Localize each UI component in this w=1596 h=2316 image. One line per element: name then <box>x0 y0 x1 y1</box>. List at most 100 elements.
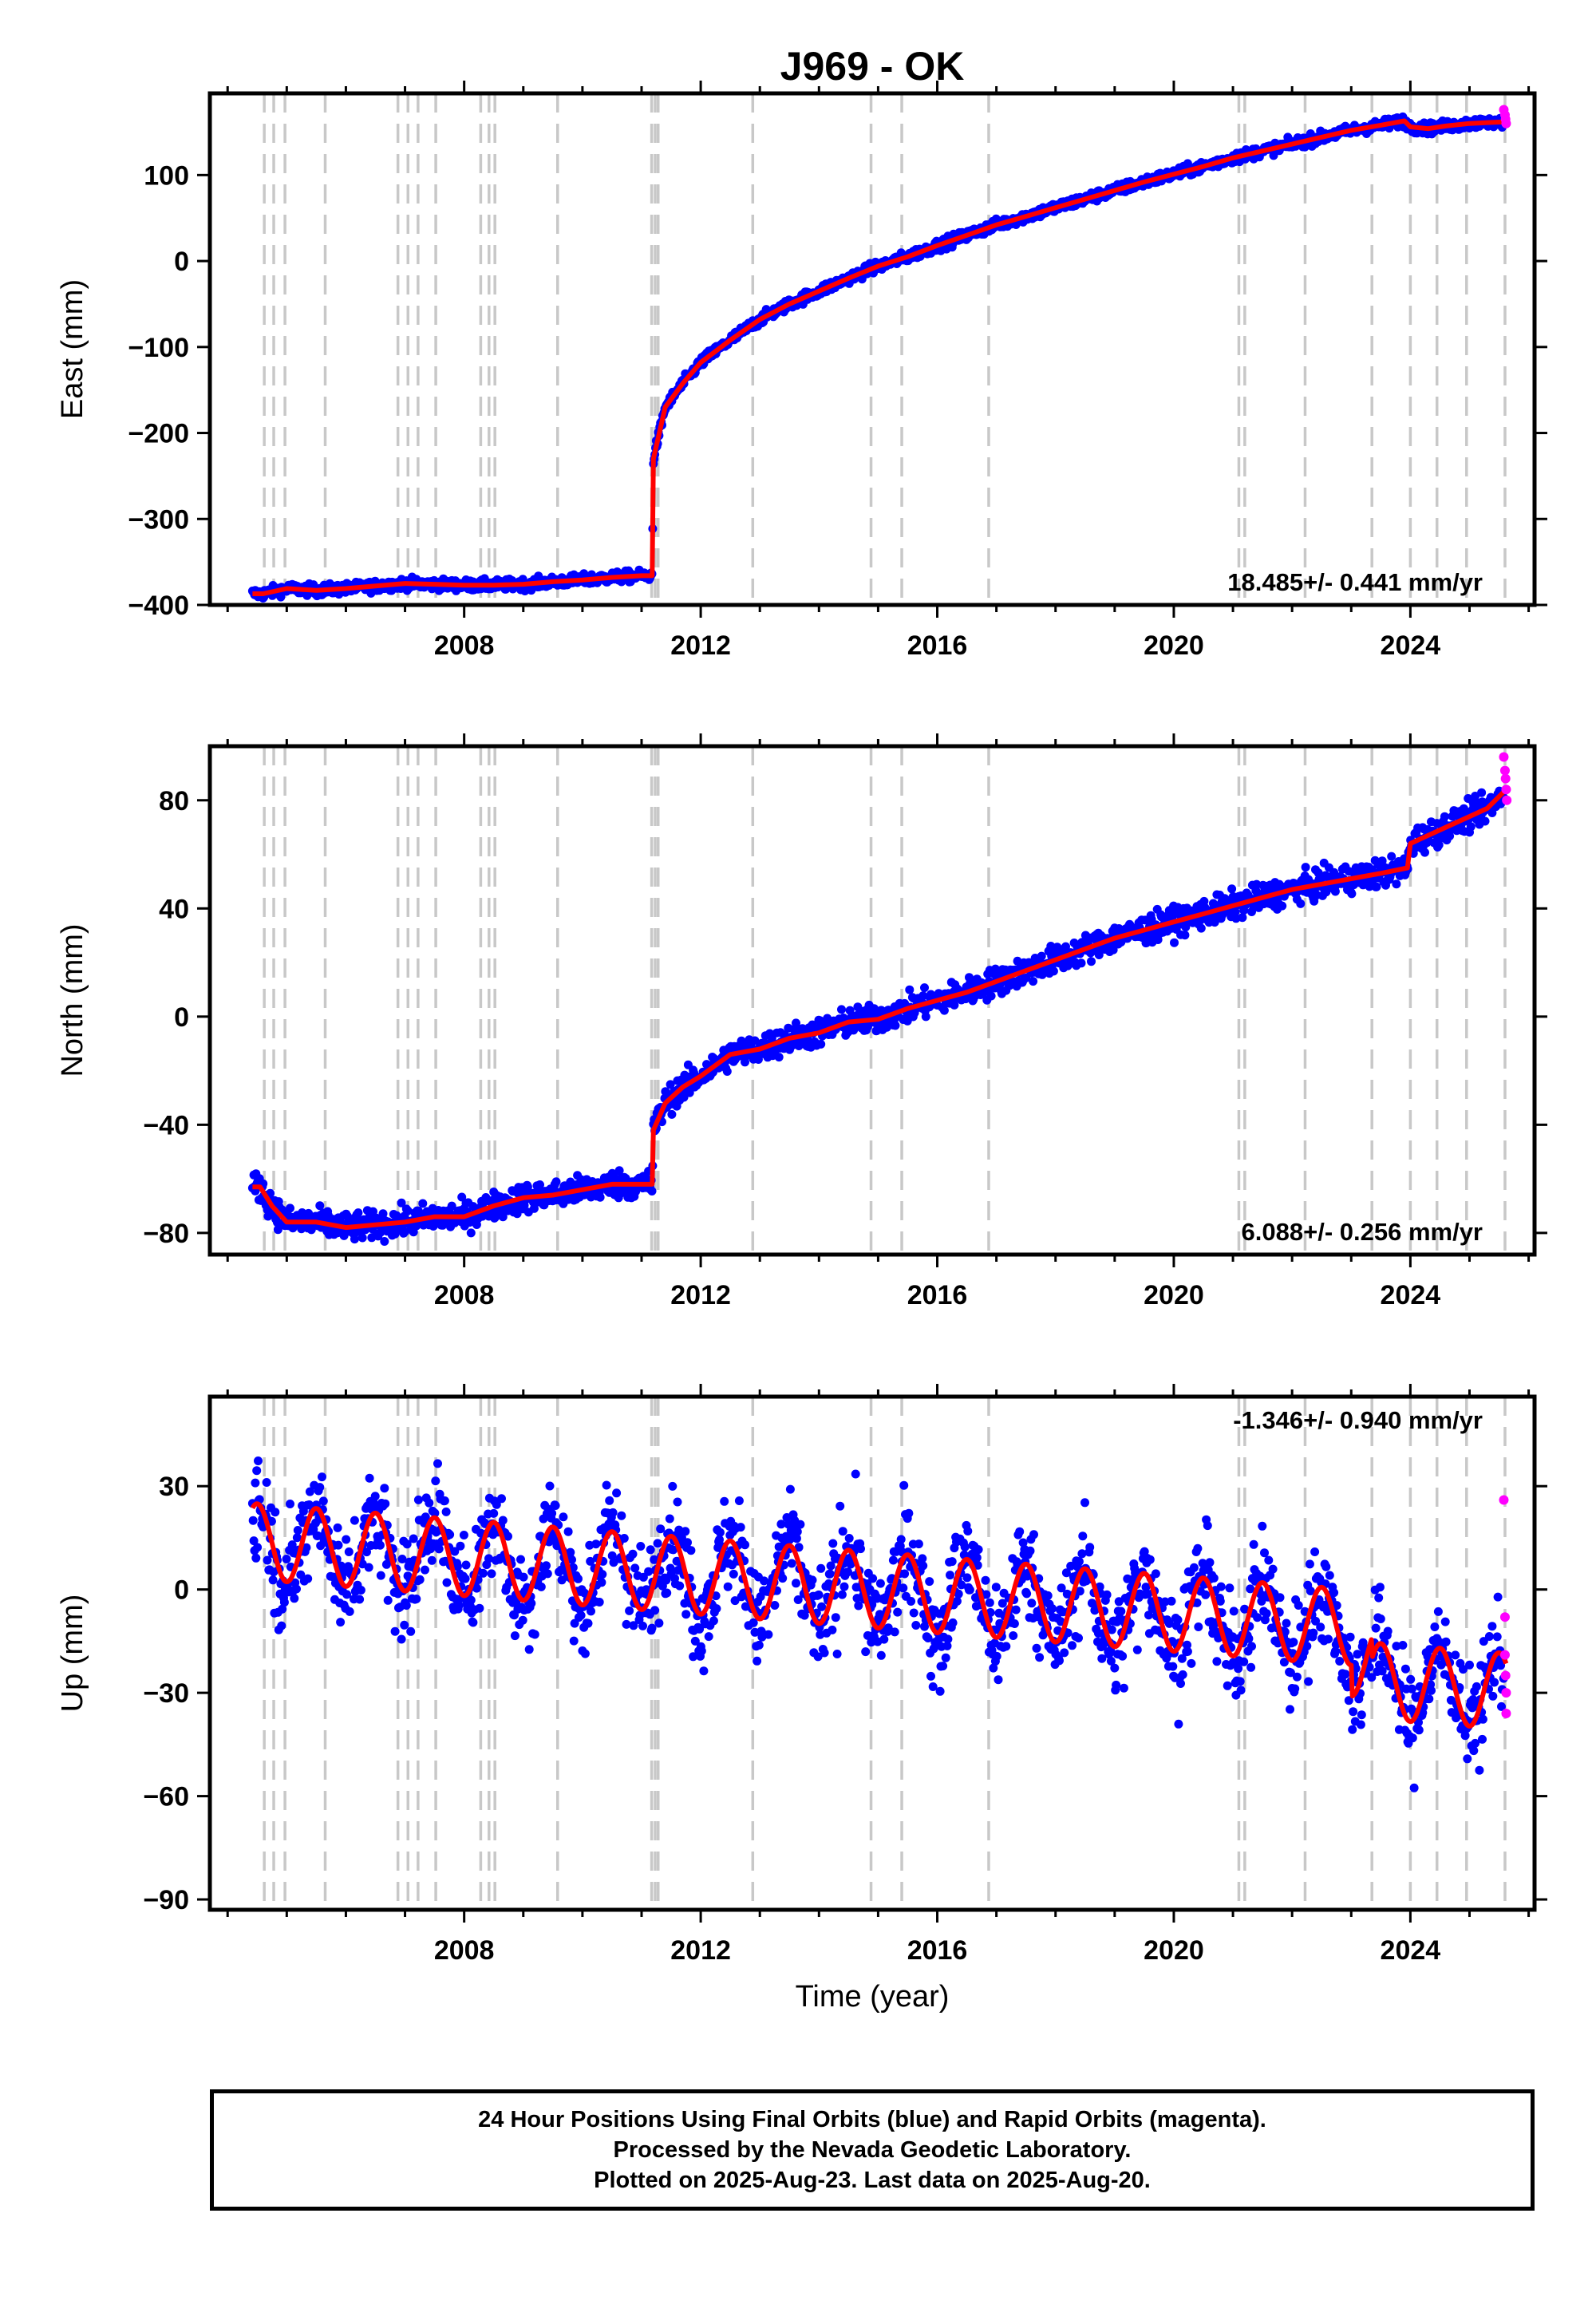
north-rapid-point <box>1501 785 1511 795</box>
east-y-tick-label: 100 <box>144 160 189 191</box>
north-data-point <box>753 1055 763 1064</box>
up-data-point <box>318 1472 326 1482</box>
up-data-point <box>986 1608 995 1617</box>
up-data-point <box>574 1574 583 1583</box>
up-data-point <box>899 1583 908 1593</box>
east-rapid-point <box>1501 118 1511 128</box>
up-data-point <box>907 1597 916 1606</box>
up-data-point <box>362 1547 371 1557</box>
up-data-point <box>433 1459 442 1468</box>
north-data-point <box>466 1228 476 1238</box>
north-x-tick-label: 2008 <box>434 1280 495 1310</box>
up-data-point <box>1102 1590 1112 1599</box>
up-data-point <box>875 1579 885 1588</box>
up-data-point <box>1110 1663 1120 1673</box>
up-data-point <box>345 1607 354 1616</box>
north-data-point <box>1301 863 1310 872</box>
east-x-tick-label: 2008 <box>434 630 495 661</box>
up-data-point <box>390 1626 400 1636</box>
up-data-point <box>644 1567 654 1576</box>
up-data-point <box>1060 1648 1069 1658</box>
up-data-point <box>475 1603 484 1613</box>
north-data-point <box>1372 882 1381 891</box>
east-x-tick-label: 2016 <box>907 630 968 661</box>
up-data-point <box>545 1481 555 1491</box>
up-data-point <box>681 1610 691 1619</box>
up-data-point <box>628 1549 638 1559</box>
up-data-point <box>992 1651 1001 1661</box>
up-data-point <box>899 1480 909 1490</box>
north-data-point <box>1392 879 1401 889</box>
up-data-point <box>492 1500 501 1509</box>
up-data-point <box>459 1531 468 1539</box>
up-data-point <box>826 1561 836 1571</box>
up-data-point <box>397 1634 406 1644</box>
up-data-point <box>427 1555 437 1565</box>
up-data-point <box>406 1626 416 1636</box>
up-data-point <box>452 1562 462 1571</box>
up-data-point <box>370 1492 380 1501</box>
up-data-point <box>989 1663 998 1673</box>
up-data-point <box>268 1575 278 1585</box>
up-data-point <box>1043 1591 1053 1600</box>
north-data-point <box>1231 914 1241 923</box>
up-data-point <box>547 1508 557 1518</box>
up-data-point <box>1061 1568 1071 1578</box>
up-data-point <box>646 1545 655 1555</box>
north-data-point <box>447 1201 456 1211</box>
up-data-point <box>472 1583 481 1593</box>
up-data-point <box>315 1483 325 1492</box>
up-data-point <box>468 1618 478 1627</box>
up-data-point <box>683 1538 692 1547</box>
up-data-point <box>938 1662 948 1671</box>
north-data-point <box>666 1080 675 1089</box>
up-data-point <box>690 1636 700 1646</box>
north-data-point <box>1238 913 1247 923</box>
up-data-point <box>673 1497 682 1507</box>
north-data-point <box>1296 899 1306 908</box>
up-data-point <box>883 1623 893 1633</box>
north-data-point <box>1466 822 1476 832</box>
up-data-point <box>595 1598 604 1607</box>
up-data-point <box>828 1539 838 1548</box>
up-data-point <box>527 1599 536 1608</box>
up-data-point <box>498 1516 508 1525</box>
up-data-point <box>293 1526 302 1535</box>
north-data-point <box>350 1235 359 1244</box>
up-data-point <box>876 1650 886 1660</box>
east-y-tick-label: −100 <box>128 333 189 363</box>
up-data-point <box>516 1555 525 1564</box>
up-data-point <box>504 1531 512 1541</box>
up-data-point <box>524 1645 534 1654</box>
up-data-point <box>1107 1625 1116 1634</box>
up-data-point <box>836 1501 845 1511</box>
up-data-point <box>764 1630 773 1639</box>
north-data-point <box>647 1187 657 1196</box>
north-data-point <box>1087 957 1096 966</box>
up-data-point <box>478 1568 488 1578</box>
up-data-point <box>1057 1583 1066 1593</box>
up-data-point <box>792 1527 802 1536</box>
up-data-point <box>583 1618 593 1628</box>
up-data-point <box>669 1545 678 1555</box>
up-data-point <box>991 1583 1001 1592</box>
up-data-point <box>597 1578 606 1587</box>
east-y-tick-label: 0 <box>174 247 189 277</box>
up-data-point <box>342 1535 351 1544</box>
north-plot-area <box>247 746 1512 1255</box>
up-data-point <box>1074 1634 1083 1642</box>
up-data-point <box>909 1608 918 1618</box>
up-data-point <box>461 1560 471 1570</box>
north-data-point <box>403 1206 413 1215</box>
up-data-point <box>425 1498 434 1508</box>
north-data-point <box>1247 907 1256 916</box>
north-data-point <box>378 1209 388 1219</box>
up-data-point <box>844 1534 854 1543</box>
up-data-point <box>563 1527 573 1536</box>
up-data-point <box>843 1567 852 1577</box>
north-data-point <box>1480 816 1490 826</box>
up-data-point <box>402 1539 412 1549</box>
up-data-point <box>686 1546 696 1555</box>
